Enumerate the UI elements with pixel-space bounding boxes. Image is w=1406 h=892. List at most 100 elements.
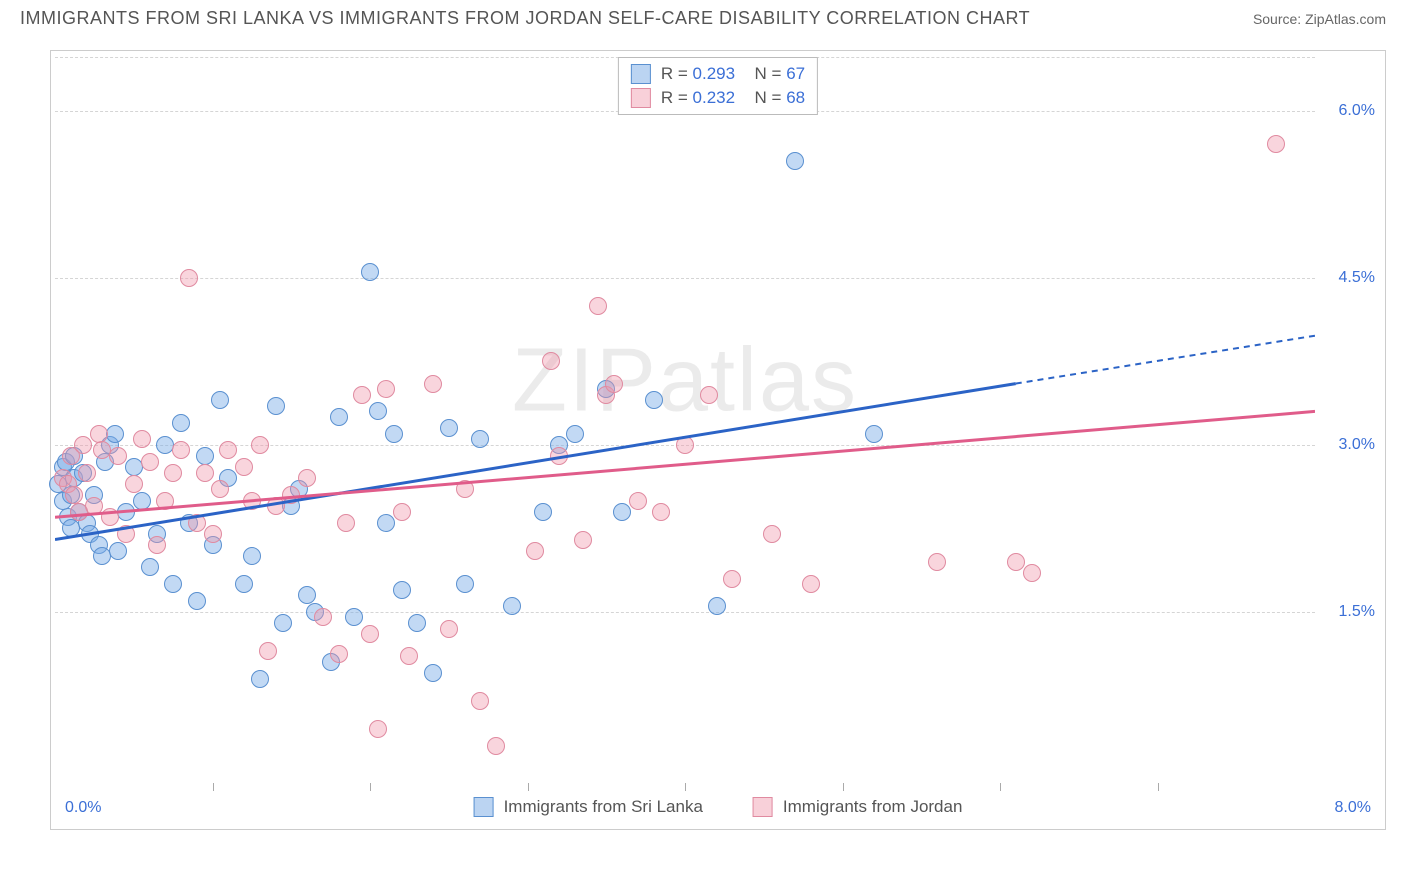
- swatch-a-icon: [474, 797, 494, 817]
- data-point: [298, 469, 316, 487]
- data-point: [219, 441, 237, 459]
- data-point: [125, 475, 143, 493]
- data-point: [78, 464, 96, 482]
- data-point: [865, 425, 883, 443]
- data-point: [377, 514, 395, 532]
- xtick: [1158, 783, 1159, 791]
- chart-title: IMMIGRANTS FROM SRI LANKA VS IMMIGRANTS …: [20, 8, 1030, 29]
- data-point: [259, 642, 277, 660]
- data-point: [550, 447, 568, 465]
- xtick: [213, 783, 214, 791]
- legend-label-b: Immigrants from Jordan: [783, 797, 963, 817]
- data-point: [369, 720, 387, 738]
- data-point: [440, 419, 458, 437]
- data-point: [196, 447, 214, 465]
- legend-r-label-a: R = 0.293: [661, 64, 735, 84]
- data-point: [65, 486, 83, 504]
- legend-top: R = 0.293 N = 67 R = 0.232 N = 68: [618, 57, 818, 115]
- data-point: [652, 503, 670, 521]
- data-point: [148, 536, 166, 554]
- data-point: [393, 581, 411, 599]
- ytick-label: 6.0%: [1339, 102, 1375, 120]
- ytick-label: 3.0%: [1339, 436, 1375, 454]
- data-point: [629, 492, 647, 510]
- data-point: [377, 380, 395, 398]
- data-point: [542, 352, 560, 370]
- data-point: [117, 525, 135, 543]
- swatch-b-icon: [631, 88, 651, 108]
- watermark: ZIPatlas: [512, 329, 858, 432]
- data-point: [314, 608, 332, 626]
- data-point: [141, 558, 159, 576]
- data-point: [267, 497, 285, 515]
- data-point: [330, 645, 348, 663]
- data-point: [164, 575, 182, 593]
- data-point: [534, 503, 552, 521]
- data-point: [141, 453, 159, 471]
- data-point: [172, 414, 190, 432]
- data-point: [645, 391, 663, 409]
- data-point: [526, 542, 544, 560]
- data-point: [1007, 553, 1025, 571]
- data-point: [109, 447, 127, 465]
- xtick-label: 8.0%: [1335, 799, 1371, 817]
- legend-bottom: Immigrants from Sri Lanka Immigrants fro…: [474, 797, 963, 817]
- data-point: [763, 525, 781, 543]
- data-point: [361, 263, 379, 281]
- data-point: [676, 436, 694, 454]
- gridline: [55, 278, 1315, 279]
- data-point: [802, 575, 820, 593]
- data-point: [243, 492, 261, 510]
- swatch-b-icon: [753, 797, 773, 817]
- data-point: [440, 620, 458, 638]
- data-point: [74, 436, 92, 454]
- data-point: [723, 570, 741, 588]
- trendlines: [55, 55, 1315, 779]
- data-point: [106, 425, 124, 443]
- legend-n-label-b: N = 68: [745, 88, 805, 108]
- data-point: [424, 664, 442, 682]
- data-point: [235, 458, 253, 476]
- xtick: [370, 783, 371, 791]
- data-point: [393, 503, 411, 521]
- data-point: [235, 575, 253, 593]
- source-label: Source: ZipAtlas.com: [1253, 11, 1386, 27]
- data-point: [133, 492, 151, 510]
- data-point: [267, 397, 285, 415]
- data-point: [133, 430, 151, 448]
- data-point: [369, 402, 387, 420]
- data-point: [211, 480, 229, 498]
- data-point: [400, 647, 418, 665]
- data-point: [456, 575, 474, 593]
- data-point: [1267, 135, 1285, 153]
- legend-item-b: Immigrants from Jordan: [753, 797, 963, 817]
- data-point: [471, 692, 489, 710]
- data-point: [188, 592, 206, 610]
- data-point: [298, 586, 316, 604]
- xtick: [685, 783, 686, 791]
- ytick-label: 1.5%: [1339, 603, 1375, 621]
- data-point: [385, 425, 403, 443]
- data-point: [251, 670, 269, 688]
- data-point: [487, 737, 505, 755]
- data-point: [456, 480, 474, 498]
- data-point: [613, 503, 631, 521]
- data-point: [424, 375, 442, 393]
- ytick-label: 4.5%: [1339, 269, 1375, 287]
- xtick: [528, 783, 529, 791]
- legend-item-a: Immigrants from Sri Lanka: [474, 797, 703, 817]
- data-point: [574, 531, 592, 549]
- data-point: [164, 464, 182, 482]
- data-point: [172, 441, 190, 459]
- data-point: [117, 503, 135, 521]
- data-point: [85, 497, 103, 515]
- data-point: [109, 542, 127, 560]
- legend-row-a: R = 0.293 N = 67: [631, 62, 805, 86]
- data-point: [196, 464, 214, 482]
- data-point: [345, 608, 363, 626]
- data-point: [1023, 564, 1041, 582]
- chart-container: ZIPatlas R = 0.293 N = 67 R = 0.232 N = …: [50, 50, 1386, 830]
- data-point: [243, 547, 261, 565]
- xtick: [843, 783, 844, 791]
- data-point: [204, 525, 222, 543]
